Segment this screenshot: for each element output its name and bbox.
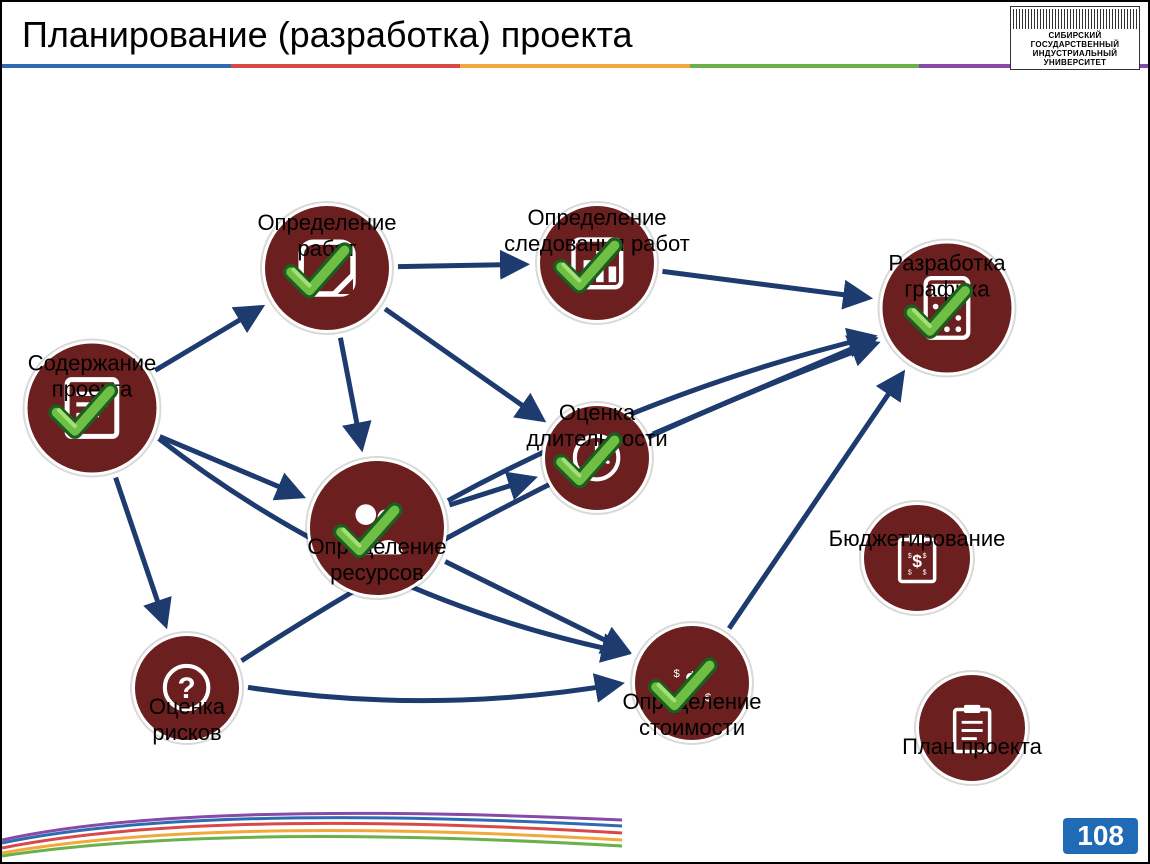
- checkmark-icon: [329, 496, 409, 576]
- checkmark-icon: [644, 651, 724, 731]
- node-schedule: Разработка графика: [880, 241, 1015, 376]
- university-building-icon: [1013, 9, 1137, 29]
- university-name-1: СИБИРСКИЙ: [1013, 31, 1137, 40]
- node-label-risks: Оценка рисков: [77, 694, 297, 746]
- node-resources: Определение ресурсов: [307, 458, 447, 598]
- node-budget: Бюджетирование: [861, 502, 973, 614]
- checkmark-icon: [279, 236, 359, 316]
- arrow-works-to-sequence: [398, 264, 525, 266]
- node-plan: План проекта: [916, 672, 1028, 784]
- checkmark-icon: [899, 276, 979, 356]
- arrow-risks-to-cost: [248, 684, 620, 701]
- node-works: Определение работ: [262, 203, 392, 333]
- slide-header: Планирование (разработка) проекта: [2, 2, 1148, 64]
- page-number-badge: 108: [1063, 818, 1138, 854]
- node-circle-plan: [916, 672, 1028, 784]
- arrow-works-to-resources: [340, 338, 361, 448]
- checkmark-icon: [549, 231, 629, 311]
- university-logo: СИБИРСКИЙ ГОСУДАРСТВЕННЫЙ ИНДУСТРИАЛЬНЫЙ…: [1010, 6, 1140, 70]
- arrow-scope-to-risks: [116, 478, 166, 625]
- node-circle-budget: [861, 502, 973, 614]
- node-cost: Определение стоимости: [632, 623, 752, 743]
- university-name-2: ГОСУДАРСТВЕННЫЙ: [1013, 40, 1137, 49]
- checkmark-icon: [549, 426, 629, 506]
- node-sequence: Определение следования работ: [537, 203, 657, 323]
- slide-title: Планирование (разработка) проекта: [22, 14, 1128, 56]
- checkmark-icon: [44, 376, 124, 456]
- node-duration: Оценка длительности: [542, 403, 652, 513]
- node-label-plan: План проекта: [862, 734, 1082, 760]
- node-scope: Содержание проекта: [25, 341, 160, 476]
- node-label-budget: Бюджетирование: [807, 526, 1027, 552]
- university-name-4: УНИВЕРСИТЕТ: [1013, 58, 1137, 67]
- node-risks: Оценка рисков: [132, 633, 242, 743]
- flowchart-diagram: Содержание проекта Определение работ Опред…: [2, 68, 1148, 858]
- university-name-3: ИНДУСТРИАЛЬНЫЙ: [1013, 49, 1137, 58]
- slide: Планирование (разработка) проекта СИБИРС…: [0, 0, 1150, 864]
